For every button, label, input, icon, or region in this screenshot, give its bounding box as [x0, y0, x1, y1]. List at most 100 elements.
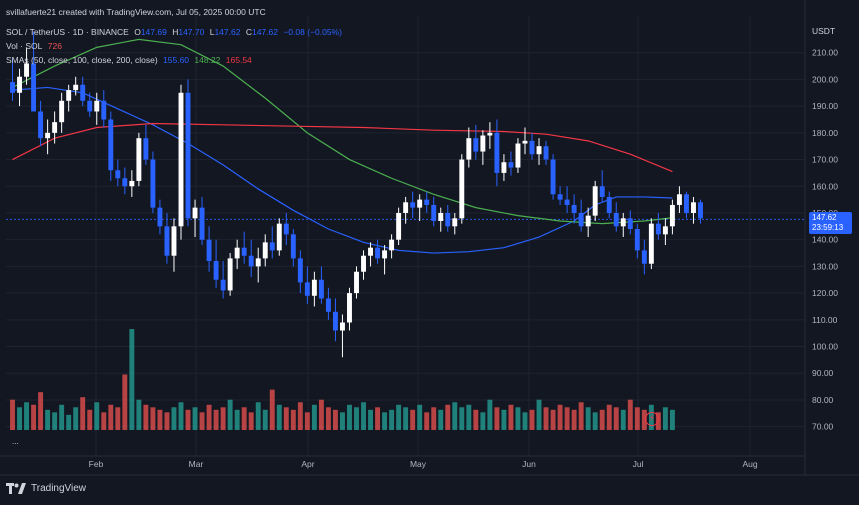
candle-body [171, 226, 177, 256]
candle-body [487, 132, 493, 136]
candle-body [241, 247, 247, 256]
candle-body [473, 138, 479, 152]
candle-body [10, 82, 15, 93]
volume-bar [536, 399, 542, 430]
candle-body [94, 100, 100, 112]
volume-bar [10, 399, 15, 430]
candle-body [115, 170, 121, 179]
sma-label: SMAs (50, close, 100, close, 200, close) [6, 55, 158, 65]
volume-bar [38, 392, 44, 430]
candle-body [269, 242, 275, 251]
volume-bar [332, 409, 338, 430]
ohlc-legend[interactable]: SOL / TetherUS · 1D · BINANCE O147.69 H1… [6, 27, 345, 37]
volume-bar [178, 402, 184, 430]
candle-body [662, 226, 668, 235]
volume-bar [361, 402, 366, 430]
volume-bar [129, 329, 135, 430]
y-tick-label: 170.00 [812, 155, 838, 165]
volume-bar [108, 404, 114, 430]
volume-bar [276, 404, 282, 430]
volume-bar [52, 412, 58, 430]
symbol-label[interactable]: SOL / TetherUS · 1D · BINANCE [6, 27, 129, 37]
volume-bar [382, 412, 388, 430]
candle-body [59, 100, 65, 123]
volume-bar [466, 404, 472, 430]
volume-bar [592, 412, 598, 430]
volume-bar [494, 407, 500, 430]
candle-body [199, 207, 205, 240]
candles [10, 31, 703, 358]
volume-bar [311, 404, 317, 430]
y-tick-label: 90.00 [812, 368, 834, 378]
volume-bar [445, 404, 451, 430]
open-label: O [134, 27, 141, 37]
candle-body [389, 239, 395, 251]
candle-body [403, 202, 409, 213]
candle-body [375, 247, 381, 259]
volume-bar [59, 404, 65, 430]
sma-legend[interactable]: SMAs (50, close, 100, close, 200, close)… [6, 55, 255, 65]
volume-bar [529, 409, 535, 430]
y-tick-label: 120.00 [812, 288, 838, 298]
volume-bar [17, 407, 22, 430]
flash-icon[interactable]: ⚡ [645, 412, 659, 426]
candle-body [564, 199, 570, 205]
credit-text: svillafuerte21 created with TradingView.… [6, 7, 266, 17]
candle-body [347, 293, 352, 323]
candle-body [480, 135, 486, 152]
volume-bar [150, 407, 156, 430]
currency-label[interactable]: USDT [812, 26, 836, 36]
y-tick-label: 200.00 [812, 74, 838, 84]
volume-bar [192, 407, 198, 430]
time-axis[interactable]: Feb Mar Apr May Jun Jul Aug [89, 459, 758, 469]
candle-body [634, 229, 640, 251]
candle-body [410, 202, 416, 208]
y-tick-label: 210.00 [812, 48, 838, 58]
volume-bar [396, 404, 402, 430]
volume-legend[interactable]: Vol · SOL 726 [6, 41, 65, 51]
volume-value: 726 [47, 41, 62, 51]
price-axis[interactable]: 210.00200.00190.00180.00170.00160.00150.… [812, 48, 838, 432]
volume-label: Vol · SOL [6, 41, 43, 51]
volume-bar [94, 402, 100, 430]
volume-bar [297, 402, 303, 430]
candle-body [192, 207, 198, 219]
close-value: 147.62 [251, 27, 278, 37]
candle-body [683, 194, 689, 213]
y-tick-label: 180.00 [812, 128, 838, 138]
volume-bar [403, 407, 409, 430]
volume-bar [122, 374, 128, 430]
candle-body [417, 199, 423, 208]
volume-bar [368, 409, 373, 430]
more-indicator[interactable]: ... [12, 437, 19, 446]
candle-body [290, 234, 296, 259]
volume-bar [606, 404, 612, 430]
volume-bar [199, 412, 205, 430]
volume-bar [641, 409, 647, 430]
candle-body [297, 258, 303, 283]
candle-body [304, 282, 310, 296]
volume-bar [73, 407, 79, 430]
low-label: L [209, 27, 215, 37]
candle-body [592, 186, 598, 216]
volume-bar [375, 407, 381, 430]
high-label: H [172, 27, 179, 37]
tradingview-logo[interactable]: TradingView [6, 483, 86, 494]
candle-body [122, 178, 128, 187]
candle-body [276, 223, 282, 251]
volume-bar [31, 404, 37, 430]
close-label: C [245, 27, 252, 37]
volume-bar [325, 407, 331, 430]
x-tick-label: Mar [189, 459, 204, 469]
candle-body [227, 258, 233, 291]
volume-bar [564, 407, 570, 430]
volume-bar [487, 399, 493, 430]
volume-bar [220, 407, 226, 430]
volume-bar [80, 397, 86, 430]
candle-body [627, 218, 633, 229]
bar-countdown: 23:59:13 [812, 223, 844, 232]
candle-body [157, 207, 163, 227]
candle-body [80, 84, 86, 101]
sma50-value: 155.60 [163, 55, 190, 65]
